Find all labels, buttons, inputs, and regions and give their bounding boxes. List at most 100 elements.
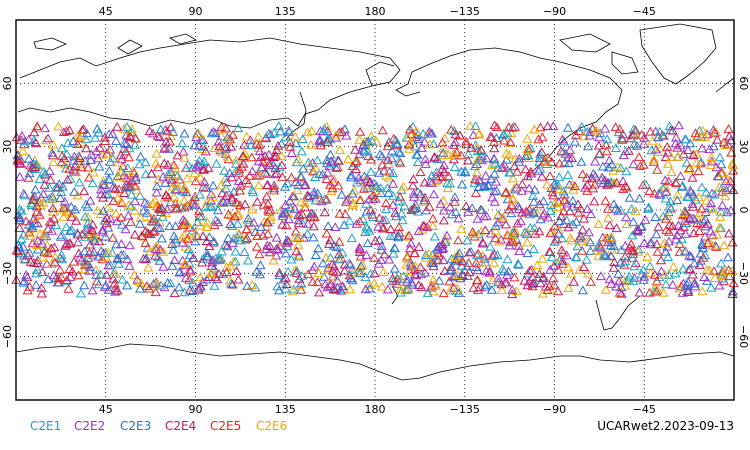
observation-marker [14,222,25,232]
observation-marker [189,168,200,178]
observation-marker [273,244,284,254]
observation-marker [391,139,402,148]
observation-marker [130,181,141,191]
observation-marker [287,286,298,296]
observation-marker [95,184,107,194]
observation-marker [150,241,161,251]
observation-marker [126,124,137,133]
observation-marker [724,271,735,281]
observation-marker [502,254,513,264]
observation-marker [594,149,605,159]
observation-marker [660,213,671,223]
observation-marker [535,122,546,132]
observation-marker [556,233,568,243]
observation-marker [611,223,622,233]
observation-marker [159,282,170,292]
observation-marker [251,241,263,251]
observation-marker [420,158,431,168]
observation-marker [574,126,585,136]
observation-marker [493,273,504,283]
observation-marker [624,192,635,202]
top-lon-label: 45 [99,5,113,18]
observation-marker [509,225,521,235]
observation-marker [523,149,534,159]
observation-marker [672,142,683,152]
observation-marker [329,261,340,271]
observation-marker [82,201,93,211]
observation-marker [492,250,503,259]
observation-marker [626,130,638,140]
observation-marker [689,278,700,288]
observation-marker [437,244,448,253]
observation-marker [333,155,344,165]
top-lon-label: 180 [365,5,386,18]
observation-marker [424,139,435,149]
observation-marker [148,278,159,288]
observation-marker [227,221,238,230]
observation-marker [539,208,550,218]
observation-marker [36,282,47,292]
observation-marker [507,289,518,299]
observation-marker [620,251,631,261]
observation-marker [620,275,631,285]
observation-marker [231,197,242,207]
observation-marker [590,156,601,166]
observation-marker [429,151,440,161]
observation-marker [431,254,442,264]
observation-marker [597,161,609,171]
observation-marker [610,122,621,132]
observation-marker [524,276,535,286]
observation-marker [47,203,58,213]
observation-marker [388,178,399,188]
observation-marker [536,147,547,157]
observation-marker [337,247,348,257]
observation-marker [314,194,325,204]
observation-marker [681,157,692,167]
observation-marker [672,230,683,239]
observation-marker [48,139,59,149]
observation-marker [562,170,573,179]
observation-marker [317,258,329,268]
observation-marker [456,223,467,233]
observation-marker [103,148,114,158]
observation-marker [265,129,276,139]
observation-marker [300,202,311,212]
observation-marker [307,276,318,286]
observation-marker [650,212,661,221]
observation-marker [679,206,690,216]
observation-marker [125,201,136,211]
observation-marker [334,254,345,264]
observation-marker [393,232,404,242]
observation-marker [659,238,670,247]
observation-marker [256,152,267,161]
observation-marker [416,282,427,292]
observation-marker [554,255,565,265]
observation-marker [51,220,62,230]
observation-marker [308,209,319,218]
observation-marker [535,278,546,288]
observation-marker [467,226,478,236]
observation-marker [315,126,326,135]
observation-marker [172,150,183,160]
observation-marker [297,209,308,219]
legend-item-c2e5: C2E5 [210,419,241,433]
observation-marker [490,176,502,186]
observation-marker [16,234,27,243]
observation-marker [662,158,673,168]
observation-marker [602,177,614,187]
observation-marker [377,125,388,135]
observation-marker [449,126,460,135]
observation-marker [475,144,486,154]
observation-marker [376,151,388,161]
observation-marker [644,186,655,195]
observation-marker [445,178,456,188]
observation-marker [697,286,708,296]
observation-marker [706,156,717,166]
observation-marker [593,240,604,250]
observation-marker [663,236,674,246]
observation-marker [507,234,518,244]
observation-marker [263,128,274,138]
observation-marker [79,186,90,196]
observation-marker [374,213,385,222]
observation-marker [64,125,75,134]
